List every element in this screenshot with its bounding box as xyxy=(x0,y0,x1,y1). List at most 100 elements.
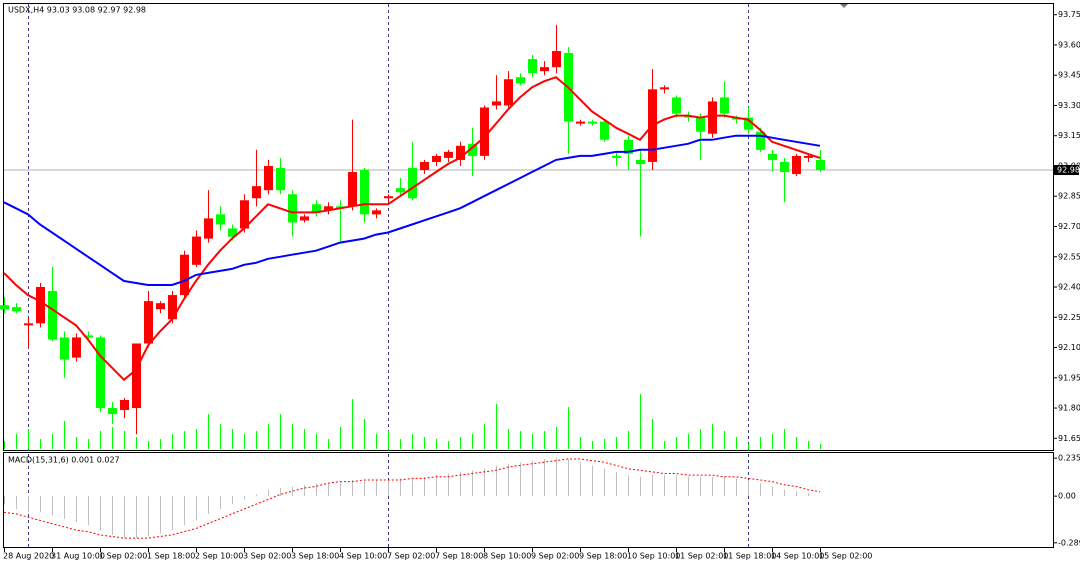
candle-body xyxy=(84,335,93,338)
candle-body xyxy=(348,172,357,207)
candle-body xyxy=(96,337,105,409)
candle-body xyxy=(612,155,621,158)
candle-body xyxy=(120,399,129,411)
volume-layer xyxy=(4,394,821,449)
candle-body xyxy=(420,161,429,171)
x-tick-label: 15 Sep 02:00 xyxy=(819,552,872,561)
candle-body xyxy=(576,121,585,124)
candle-body xyxy=(240,200,249,229)
x-tick-label: 14 Sep 10:00 xyxy=(771,552,824,561)
candle-body xyxy=(636,159,645,164)
candle-body xyxy=(48,291,57,340)
candle-body xyxy=(444,151,453,158)
candle-body xyxy=(468,143,477,156)
candle-body xyxy=(708,101,717,134)
price-label-box xyxy=(1054,165,1079,176)
x-tick-label: 3 Sep 18:00 xyxy=(291,552,339,561)
candle-body xyxy=(216,214,225,225)
candle-body xyxy=(156,303,165,310)
x-tick-label: 8 Sep 10:00 xyxy=(483,552,531,561)
y-tick-label: 93.30 xyxy=(1058,101,1080,110)
candle-body xyxy=(132,343,141,409)
candle-body xyxy=(372,210,381,215)
candle-body xyxy=(204,218,213,239)
candle-body xyxy=(0,305,9,310)
macd-title: MACD(15,31,6) 0.001 0.027 xyxy=(8,456,120,465)
candle-body xyxy=(108,408,117,415)
candle-body xyxy=(720,97,729,114)
candle-body xyxy=(480,107,489,156)
candle-body xyxy=(624,139,633,154)
axis-layer: 93.7593.6093.4593.3093.1593.0092.8592.70… xyxy=(3,10,1080,560)
moving-average xyxy=(3,134,821,286)
candle-body xyxy=(12,307,21,312)
candle-body xyxy=(432,155,441,162)
period-separators xyxy=(28,4,749,548)
macd-layer xyxy=(3,457,821,539)
candle-body xyxy=(396,188,405,193)
candle-body xyxy=(504,79,513,106)
candle-body xyxy=(696,117,705,132)
x-tick-label: 28 Aug 2020 xyxy=(3,552,54,561)
x-tick-label: 11 Sep 18:00 xyxy=(723,552,776,561)
candle-body xyxy=(384,196,393,199)
candle-body xyxy=(276,167,285,191)
y-tick-label: 91.95 xyxy=(1058,373,1080,382)
candle-body xyxy=(360,170,369,215)
candle-body xyxy=(312,204,321,213)
y-tick-label: 92.70 xyxy=(1058,222,1080,231)
shift-marker xyxy=(840,4,848,8)
candle-body xyxy=(72,337,81,358)
price-layer xyxy=(0,24,825,435)
candle-body xyxy=(456,145,465,160)
x-tick-label: 4 Sep 10:00 xyxy=(339,552,387,561)
x-tick-label: 7 Sep 18:00 xyxy=(435,552,483,561)
candle-body xyxy=(756,131,765,150)
y-tick-label: 93.45 xyxy=(1058,71,1080,80)
y-tick-label: 0.235 xyxy=(1058,454,1080,463)
candle-body xyxy=(600,121,609,140)
price-panel xyxy=(3,3,1054,451)
y-tick-label: -0.289 xyxy=(1058,538,1080,547)
candle-body xyxy=(252,186,261,199)
candle-body xyxy=(288,194,297,223)
candle-body xyxy=(228,228,237,237)
candle-body xyxy=(744,117,753,130)
y-tick-label: 93.60 xyxy=(1058,40,1080,49)
candle-body xyxy=(168,295,177,320)
candle-body xyxy=(300,216,309,221)
candle-body xyxy=(36,287,45,324)
candle-body xyxy=(804,155,813,158)
x-tick-label: 31 Aug 10:00 xyxy=(51,552,105,561)
macd-panel xyxy=(3,452,1054,548)
chart-title: USDX,H4 93.03 93.08 92.97 92.98 xyxy=(8,6,146,15)
candle-body xyxy=(24,323,33,326)
candle-body xyxy=(588,121,597,124)
candle-body xyxy=(816,159,825,171)
x-tick-label: 11 Sep 02:00 xyxy=(675,552,728,561)
candle-body xyxy=(264,165,273,191)
y-tick-label: 93.15 xyxy=(1058,131,1080,140)
price-label: 92.98 xyxy=(1057,166,1080,175)
y-tick-label: 92.85 xyxy=(1058,192,1080,201)
candle-body xyxy=(540,67,549,72)
y-tick-label: 91.80 xyxy=(1058,404,1080,413)
x-tick-label: 10 Sep 10:00 xyxy=(627,552,680,561)
candle-body xyxy=(660,87,669,90)
x-tick-label: 9 Sep 02:00 xyxy=(531,552,579,561)
y-tick-label: 92.55 xyxy=(1058,252,1080,261)
y-tick-label: 92.40 xyxy=(1058,283,1080,292)
macd-signal xyxy=(3,458,821,539)
y-tick-label: 91.65 xyxy=(1058,434,1080,443)
candle-body xyxy=(516,77,525,84)
candle-body xyxy=(768,153,777,160)
candle-body xyxy=(792,155,801,175)
x-tick-label: 3 Sep 02:00 xyxy=(243,552,291,561)
candle-body xyxy=(180,254,189,296)
moving-average xyxy=(3,76,821,382)
x-tick-label: 1 Sep 02:00 xyxy=(99,552,147,561)
x-tick-label: 9 Sep 18:00 xyxy=(579,552,627,561)
